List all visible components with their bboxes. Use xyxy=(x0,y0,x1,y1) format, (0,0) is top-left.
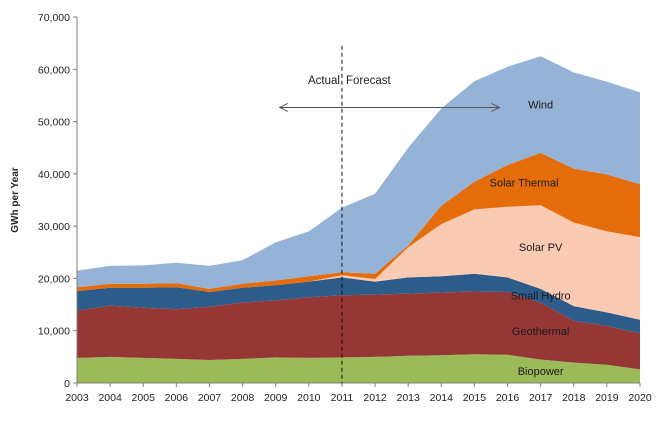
x-tick-label: 2005 xyxy=(132,392,156,404)
area-small-hydro xyxy=(77,273,640,334)
series-label-solar-pv: Solar PV xyxy=(519,242,563,254)
area-biopower xyxy=(77,354,640,383)
area-layers xyxy=(77,56,640,383)
x-tick-label: 2009 xyxy=(264,392,288,404)
x-tick-label: 2018 xyxy=(562,392,586,404)
area-wind xyxy=(77,56,640,289)
x-tick-label: 2020 xyxy=(628,392,652,404)
arrow-head-right xyxy=(491,103,501,112)
series-label-wind: Wind xyxy=(528,100,553,112)
x-tick-labels: 2003 2004 2005 2006 2007 2008 2009 2010 2011 2012… xyxy=(65,383,652,404)
x-tick-label: 2006 xyxy=(165,392,189,404)
y-tick-label: 0 xyxy=(64,378,70,390)
y-tick-label: 30,000 xyxy=(38,221,70,233)
series-label-small-hydro: Small Hydro xyxy=(511,291,571,303)
y-tick-label: 50,000 xyxy=(38,117,70,129)
y-axis-label: GWh per Year xyxy=(10,167,21,233)
x-tick-label: 2003 xyxy=(65,392,89,404)
area-solar-thermal xyxy=(77,152,640,292)
area-geothermal xyxy=(77,291,640,370)
x-tick-label: 2015 xyxy=(463,392,487,404)
x-tick-label: 2011 xyxy=(331,392,354,404)
double-arrow-icon xyxy=(278,103,501,112)
x-tick-label: 2010 xyxy=(297,392,321,404)
x-tick-label: 2017 xyxy=(529,392,553,404)
x-tick-label: 2013 xyxy=(396,392,420,404)
area-solar-pv xyxy=(77,205,640,320)
forecast-label: Forecast xyxy=(346,75,392,87)
y-tick-labels: 0 10,000 20,000 30,000 40,000 50,000 60,000 70,… xyxy=(38,12,77,390)
series-label-geothermal: Geothermal xyxy=(512,326,569,338)
y-tick-label: 70,000 xyxy=(38,12,70,24)
axes xyxy=(76,17,640,384)
y-tick-label: 40,000 xyxy=(38,169,70,181)
arrow-head-left xyxy=(278,103,288,112)
y-tick-label: 60,000 xyxy=(38,64,70,76)
x-tick-label: 2019 xyxy=(595,392,619,404)
series-label-solar-thermal: Solar Thermal xyxy=(490,177,559,189)
x-tick-label: 2012 xyxy=(363,392,387,404)
x-tick-label: 2014 xyxy=(430,392,454,404)
y-tick-label: 10,000 xyxy=(38,326,70,338)
x-tick-label: 2004 xyxy=(98,392,122,404)
series-labels: Biopower Geothermal Small Hydro Solar PV Sol… xyxy=(490,100,571,379)
x-tick-label: 2007 xyxy=(198,392,222,404)
actual-label: Actual xyxy=(308,75,340,87)
actual-forecast-annotation: Actual Forecast xyxy=(278,45,501,383)
x-tick-label: 2016 xyxy=(496,392,520,404)
y-tick-label: 20,000 xyxy=(38,273,70,285)
series-label-biopower: Biopower xyxy=(518,366,564,378)
x-tick-label: 2008 xyxy=(231,392,255,404)
